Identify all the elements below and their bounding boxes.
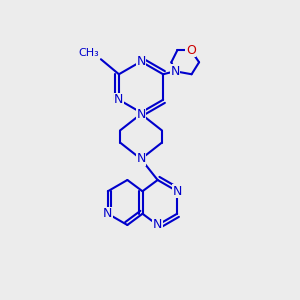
Text: CH₃: CH₃ bbox=[79, 48, 99, 58]
Text: N: N bbox=[136, 152, 146, 166]
Text: N: N bbox=[153, 218, 162, 232]
Text: N: N bbox=[103, 207, 112, 220]
Text: N: N bbox=[136, 55, 146, 68]
Text: N: N bbox=[170, 65, 180, 78]
Text: O: O bbox=[186, 44, 196, 57]
Text: N: N bbox=[136, 107, 146, 121]
Text: N: N bbox=[114, 93, 124, 106]
Text: N: N bbox=[172, 185, 182, 198]
